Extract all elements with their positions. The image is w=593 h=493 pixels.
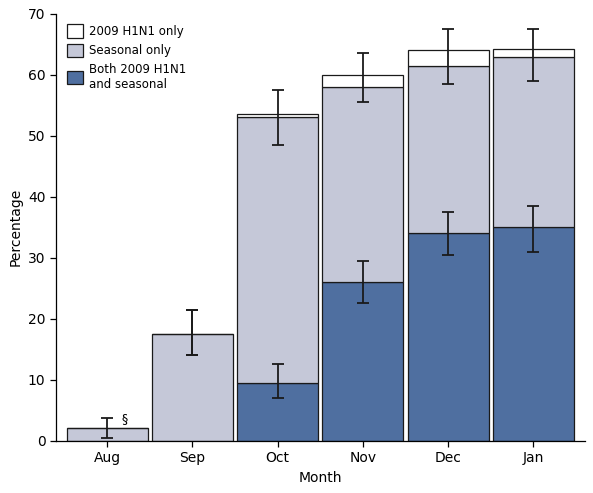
Bar bbox=[323, 87, 403, 282]
Bar bbox=[493, 49, 574, 57]
Bar bbox=[408, 233, 489, 441]
Bar bbox=[237, 117, 318, 383]
Bar bbox=[66, 428, 148, 441]
Y-axis label: Percentage: Percentage bbox=[8, 188, 23, 266]
Legend: 2009 H1N1 only, Seasonal only, Both 2009 H1N1
and seasonal: 2009 H1N1 only, Seasonal only, Both 2009… bbox=[62, 20, 191, 95]
Bar bbox=[237, 114, 318, 117]
Bar bbox=[493, 57, 574, 227]
Bar bbox=[237, 383, 318, 441]
Bar bbox=[408, 66, 489, 233]
X-axis label: Month: Month bbox=[298, 471, 342, 485]
Bar bbox=[493, 227, 574, 441]
Bar bbox=[152, 334, 233, 441]
Text: §: § bbox=[122, 412, 128, 425]
Bar bbox=[323, 75, 403, 87]
Bar bbox=[323, 282, 403, 441]
Bar bbox=[408, 50, 489, 66]
